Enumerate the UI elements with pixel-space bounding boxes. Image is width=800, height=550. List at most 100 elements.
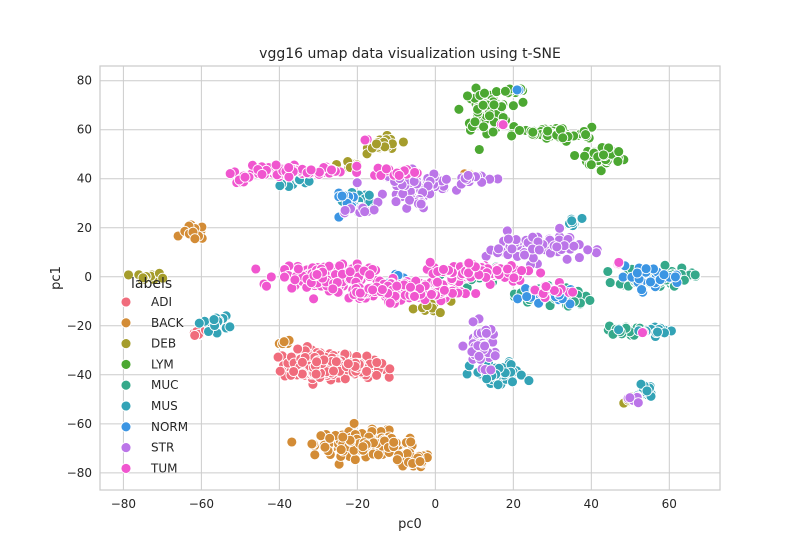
point-lym: [585, 159, 597, 171]
series-tum: [224, 119, 650, 339]
point-tum: [470, 288, 482, 299]
point-muc: [689, 269, 701, 281]
point-tum: [637, 327, 648, 339]
point-tum: [438, 263, 449, 275]
point-adi: [342, 358, 354, 370]
point-str: [502, 233, 514, 245]
point-str: [351, 177, 363, 189]
series-adi: [188, 324, 396, 390]
legend-label-muc: MUC: [151, 378, 179, 392]
point-lym: [613, 146, 625, 158]
y-tick-label: 20: [77, 221, 92, 235]
point-mus: [363, 189, 375, 201]
point-deb: [137, 272, 149, 284]
point-tum: [516, 265, 528, 277]
series-lym: [453, 82, 630, 177]
point-back: [388, 436, 400, 448]
point-norm: [669, 271, 681, 283]
point-mus: [576, 212, 588, 224]
point-norm: [631, 267, 643, 279]
point-tum: [256, 168, 268, 180]
point-back: [348, 417, 360, 429]
legend-label-str: STR: [151, 441, 174, 455]
point-lym: [507, 100, 519, 112]
point-tum: [311, 269, 323, 280]
series-str: [339, 163, 644, 409]
point-lym: [527, 126, 539, 138]
point-adi: [371, 357, 383, 368]
point-deb: [371, 138, 382, 150]
point-adi: [296, 356, 308, 368]
point-lym: [579, 150, 591, 162]
point-str: [467, 316, 479, 328]
x-tick-label: 0: [432, 497, 440, 511]
point-norm: [521, 291, 533, 303]
point-tum: [250, 263, 262, 275]
x-tick-label: 20: [506, 497, 521, 511]
point-mus: [492, 379, 504, 391]
legend-marker-mus: [120, 400, 132, 412]
point-mus: [507, 376, 518, 388]
point-norm: [336, 190, 348, 202]
point-back: [189, 233, 201, 245]
point-mus: [635, 378, 647, 390]
point-tum: [424, 256, 436, 268]
y-tick-label: −60: [67, 417, 92, 431]
point-lym: [569, 150, 581, 161]
legend-label-lym: LYM: [151, 357, 174, 371]
point-deb: [157, 272, 169, 284]
y-tick-label: −80: [67, 466, 92, 480]
point-lym: [487, 126, 499, 138]
legend-marker-deb: [120, 338, 132, 350]
point-deb: [434, 307, 446, 319]
point-str: [493, 243, 504, 255]
point-tum: [292, 263, 304, 275]
point-back: [319, 441, 331, 453]
point-tum: [326, 164, 337, 176]
plot-frame: [99, 65, 721, 491]
point-tum: [491, 264, 503, 276]
point-adi: [330, 356, 342, 368]
x-tick-label: −40: [267, 497, 292, 511]
point-str: [368, 204, 380, 216]
point-tum: [463, 257, 475, 269]
point-tum: [567, 286, 579, 298]
legend-title: labels: [131, 276, 172, 292]
point-lym: [462, 90, 473, 102]
point-tum: [305, 164, 317, 176]
point-tum: [426, 288, 437, 300]
point-mus: [193, 317, 205, 329]
point-tum: [613, 256, 625, 268]
point-back: [309, 449, 321, 461]
point-deb: [407, 303, 419, 315]
point-lym: [514, 124, 525, 136]
point-str: [457, 340, 469, 352]
point-lym: [557, 132, 569, 144]
point-str: [624, 392, 636, 404]
point-tum: [384, 297, 396, 309]
point-tum: [261, 280, 272, 292]
point-adi: [272, 351, 284, 363]
x-tick-label: −60: [189, 497, 214, 511]
point-str: [554, 222, 566, 234]
point-mus: [515, 369, 527, 381]
point-str: [561, 253, 573, 265]
point-str: [479, 340, 491, 352]
legend-marker-norm: [120, 421, 132, 433]
point-str: [462, 169, 474, 181]
point-back: [337, 431, 349, 443]
y-tick-label: −20: [67, 319, 92, 333]
point-tum: [409, 290, 420, 302]
point-tum: [367, 284, 379, 296]
legend-marker-lym: [120, 358, 132, 370]
point-tum: [391, 280, 403, 292]
point-mus: [566, 215, 578, 227]
point-tum: [270, 159, 282, 171]
point-adi: [311, 356, 323, 368]
point-tum: [283, 171, 295, 183]
point-str: [339, 204, 351, 216]
point-tum: [289, 274, 301, 286]
point-back: [357, 441, 369, 453]
point-norm: [645, 276, 656, 288]
point-str: [415, 198, 427, 210]
